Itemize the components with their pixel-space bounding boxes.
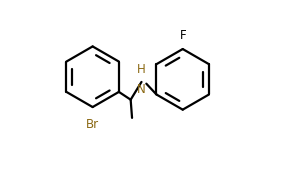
Text: N: N bbox=[137, 83, 146, 96]
Text: H: H bbox=[137, 63, 146, 76]
Text: Br: Br bbox=[86, 118, 99, 131]
Text: F: F bbox=[179, 29, 186, 42]
